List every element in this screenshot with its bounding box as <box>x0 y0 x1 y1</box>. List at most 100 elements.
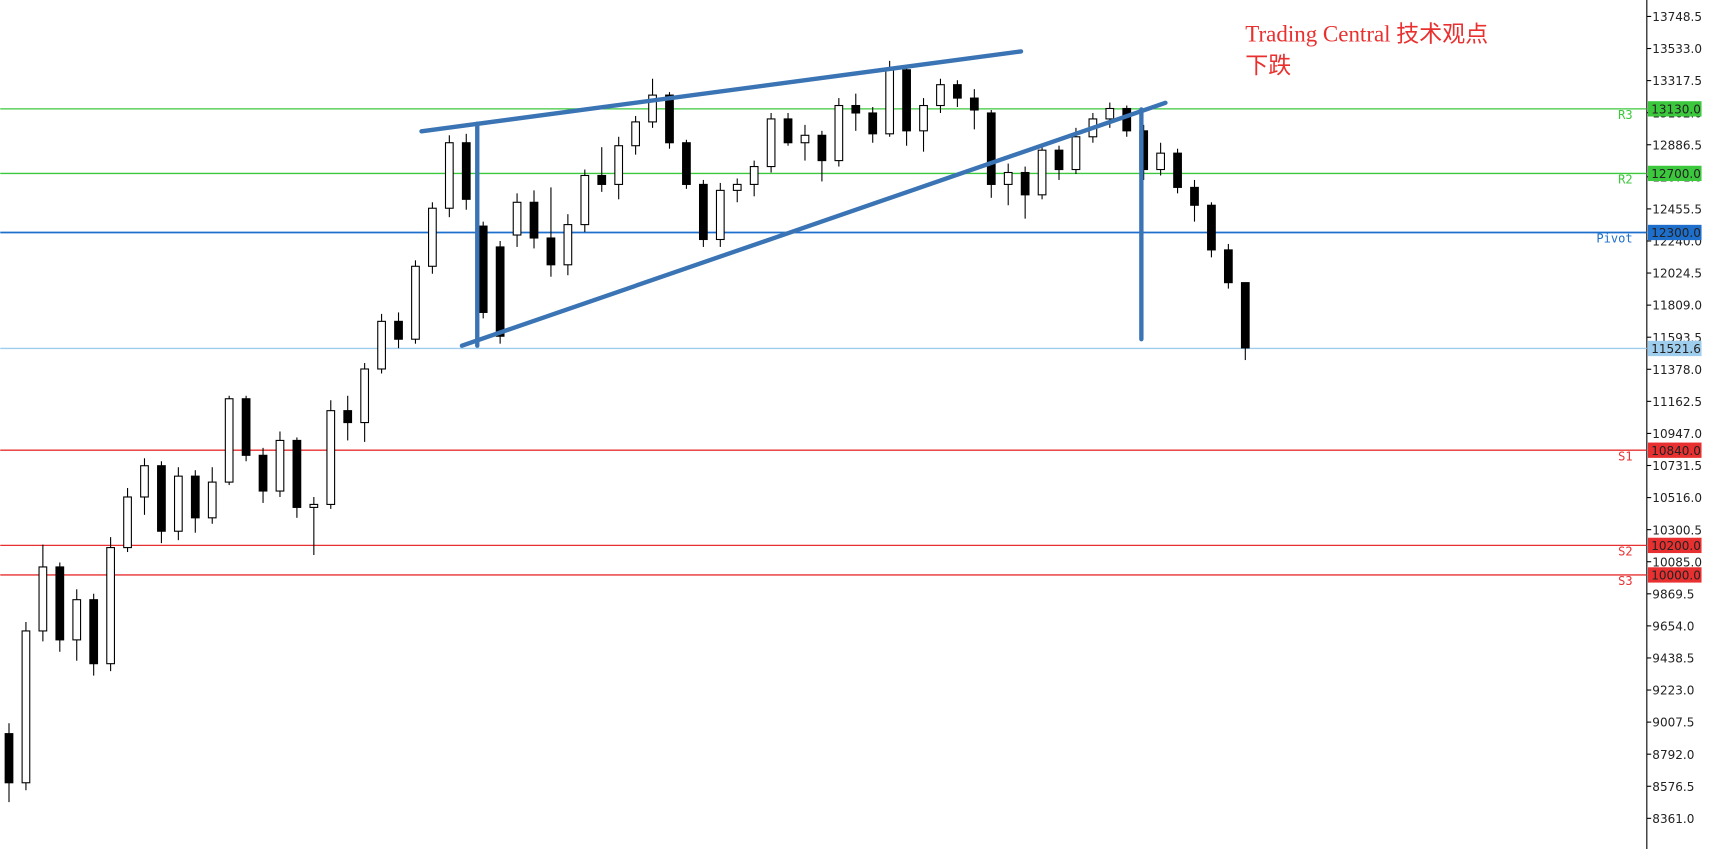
candle-body <box>546 237 556 266</box>
level-name: S1 <box>1618 449 1632 463</box>
candle-body <box>732 183 742 191</box>
y-tick-label: 11809.0 <box>1652 299 1702 313</box>
candle-body <box>224 398 234 483</box>
candle-body <box>123 496 132 549</box>
candle-body <box>580 174 590 226</box>
candles <box>4 60 1250 803</box>
candle-body <box>902 69 911 132</box>
y-tick-label: 8361.0 <box>1652 812 1694 826</box>
trendlines <box>419 49 1168 348</box>
candle-body <box>834 104 844 162</box>
price-box <box>1647 340 1702 357</box>
candle-body <box>377 320 386 370</box>
candle-body <box>360 368 370 424</box>
candle-body <box>715 189 725 241</box>
y-tick-label: 12024.5 <box>1652 267 1702 281</box>
candle-body <box>800 134 810 144</box>
price-box-label: 10840.0 <box>1651 444 1701 458</box>
candle-body <box>21 630 31 784</box>
candle-body <box>55 566 65 641</box>
candle-body <box>512 201 522 236</box>
candle-body <box>1122 107 1132 132</box>
candle-body <box>597 174 607 185</box>
candle-body <box>1173 152 1182 188</box>
candle-body <box>749 166 759 185</box>
candle-body <box>157 465 166 532</box>
price-box <box>1647 537 1702 554</box>
candle-body <box>495 246 505 337</box>
level-name: S2 <box>1618 544 1632 558</box>
candle-body <box>444 142 454 209</box>
candle-body <box>1105 107 1115 120</box>
y-tick-label: 13533.0 <box>1652 42 1702 56</box>
y-tick-label: 9654.0 <box>1652 619 1694 633</box>
candle-body <box>241 398 251 456</box>
candle-body <box>207 481 217 519</box>
price-box-label: 10200.0 <box>1651 539 1701 553</box>
candle-body <box>1156 152 1165 171</box>
candle-body <box>648 94 657 123</box>
price-box <box>1647 224 1702 241</box>
upper-trendline <box>419 49 1024 134</box>
candle-body <box>292 439 302 508</box>
candle-body <box>563 224 573 266</box>
y-tick-label: 13748.5 <box>1652 10 1702 24</box>
candle-body <box>190 475 200 519</box>
price-box-label: 13130.0 <box>1651 102 1701 116</box>
y-tick-label: 10731.5 <box>1652 459 1702 473</box>
candle-body <box>631 121 640 147</box>
level-name: Pivot <box>1596 232 1632 246</box>
candle-body <box>173 475 183 532</box>
candle-body <box>89 599 99 665</box>
candle-body <box>868 112 878 135</box>
candle-body <box>936 84 945 107</box>
price-box <box>1647 442 1702 458</box>
candle-body <box>275 439 285 492</box>
candle-body <box>326 410 336 505</box>
candle-body <box>1240 282 1250 349</box>
chart-subtitle: 下跌 <box>1245 53 1291 78</box>
y-tick-label: 10516.0 <box>1652 491 1702 505</box>
candle-body <box>1207 204 1216 251</box>
price-box-label: 10000.0 <box>1651 569 1701 583</box>
candle-body <box>309 503 319 508</box>
candle-body <box>1003 171 1013 185</box>
candle-body <box>1190 186 1199 206</box>
candle-body <box>614 145 624 185</box>
candle-body <box>919 104 928 132</box>
y-tick-label: 10085.0 <box>1652 555 1702 569</box>
candle-body <box>783 118 793 144</box>
level-name: S3 <box>1618 574 1632 588</box>
candle-body <box>529 201 539 239</box>
price-box <box>1647 567 1702 583</box>
candle-body <box>258 454 268 492</box>
candle-body <box>478 225 488 313</box>
chart-title: Trading Central 技术观点 <box>1245 21 1488 46</box>
y-tick-label: 11378.0 <box>1652 363 1702 377</box>
candle-body <box>698 183 708 241</box>
price-box-label: 12300.0 <box>1651 226 1701 240</box>
candle-body <box>428 207 437 267</box>
price-box-label: 12700.0 <box>1651 167 1701 181</box>
y-tick-label: 10947.0 <box>1652 427 1702 441</box>
candle-body <box>4 733 14 784</box>
candle-body <box>394 320 403 340</box>
y-tick-label: 9223.0 <box>1652 684 1694 698</box>
candle-body <box>1071 136 1081 171</box>
candle-body <box>106 547 115 665</box>
price-box-label: 11521.6 <box>1651 342 1701 356</box>
candle-body <box>72 599 82 641</box>
candle-body <box>851 104 861 114</box>
price-box <box>1647 101 1702 117</box>
candle-body <box>682 142 691 185</box>
candle-body <box>1037 149 1047 196</box>
levels: R3 R2 Pivot S1 S2 S3 <box>0 108 1647 588</box>
y-tick-label: 12886.5 <box>1652 138 1702 152</box>
candle-body <box>953 84 962 99</box>
lower-trendline <box>459 100 1168 348</box>
candle-body <box>38 566 48 632</box>
candle-body <box>343 410 353 424</box>
candle-body <box>140 465 149 498</box>
